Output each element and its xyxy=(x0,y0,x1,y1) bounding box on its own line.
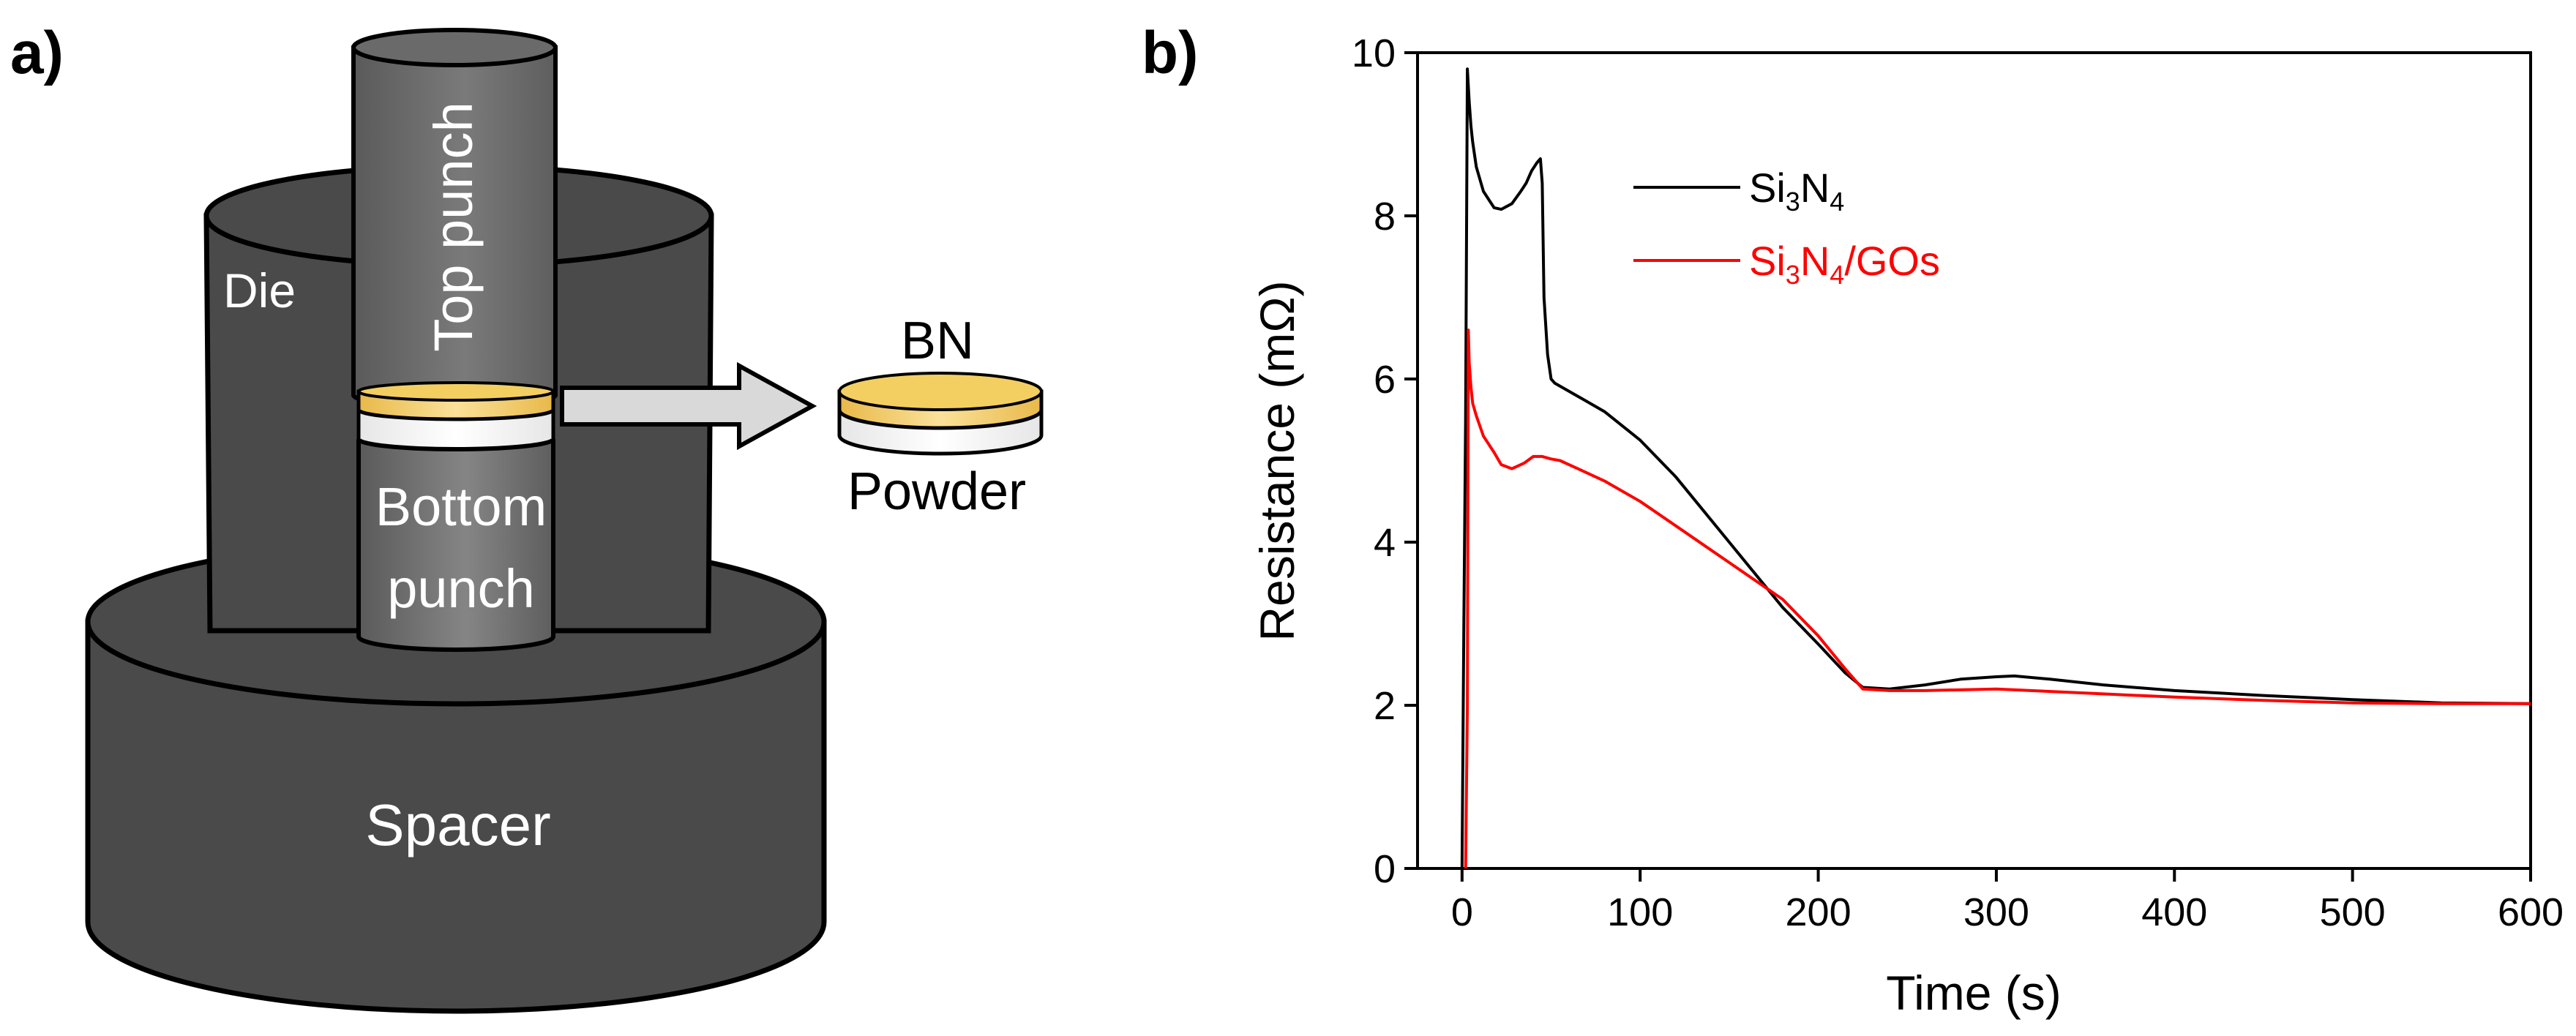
top-punch-label: Top punch xyxy=(423,102,484,352)
series-line-si3n4-gos xyxy=(1464,329,2531,868)
die-label: Die xyxy=(223,263,296,318)
x-tick-label: 500 xyxy=(2320,890,2386,934)
bn-label: BN xyxy=(901,312,974,370)
powder-label: Powder xyxy=(847,462,1026,521)
legend-si3n4-mid: N xyxy=(1800,165,1830,211)
legend-gos-sub2: 4 xyxy=(1830,260,1844,290)
x-tick-label: 400 xyxy=(2141,890,2207,934)
plot-frame xyxy=(1416,51,2532,870)
bottom-punch xyxy=(356,438,555,652)
x-tick-label: 100 xyxy=(1607,890,1673,934)
x-tick-label: 600 xyxy=(2498,890,2564,934)
panel-a: a) xyxy=(10,20,1044,1014)
legend-gos-sub1: 3 xyxy=(1786,260,1800,290)
bn-layer xyxy=(356,381,555,421)
y-tick-label: 8 xyxy=(1374,195,1396,239)
spacer-label: Spacer xyxy=(365,792,550,857)
x-tick-label: 200 xyxy=(1786,890,1852,934)
panel-b-letter: b) xyxy=(1142,20,1198,86)
x-tick-label: 0 xyxy=(1451,890,1473,934)
legend-gos-suffix: /GOs xyxy=(1844,238,1940,284)
y-axis-title: Resistance (mΩ) xyxy=(1250,280,1304,641)
legend-gos-mid: N xyxy=(1800,238,1830,284)
exploded-disc xyxy=(837,372,1044,456)
y-tick-label: 0 xyxy=(1374,847,1396,891)
x-axis-title: Time (s) xyxy=(1886,966,2062,1020)
legend: Si3N4 Si3N4/GOs xyxy=(1633,165,1940,290)
legend-label-si3n4: Si3N4 xyxy=(1749,165,1844,217)
y-tick-label: 4 xyxy=(1374,521,1396,565)
y-tick-label: 10 xyxy=(1352,31,1396,75)
y-tick-label: 6 xyxy=(1374,358,1396,402)
x-tick-label: 300 xyxy=(1963,890,2029,934)
legend-si3n4-base: Si xyxy=(1749,165,1786,211)
bottom-punch-label-line1: Bottom xyxy=(375,476,547,537)
legend-gos-base: Si xyxy=(1749,238,1786,284)
bottom-punch-label-line2: punch xyxy=(387,558,535,619)
arrow-icon xyxy=(560,361,817,451)
x-axis: 0 100 200 300 400 500 600 xyxy=(1451,868,2564,934)
panel-a-letter: a) xyxy=(10,20,64,86)
y-axis: 0 2 4 6 8 10 xyxy=(1352,31,1418,891)
series-line-si3n4 xyxy=(1460,67,2531,868)
legend-label-si3n4-gos: Si3N4/GOs xyxy=(1749,238,1940,290)
y-tick-label: 2 xyxy=(1374,684,1396,728)
legend-si3n4-sub1: 3 xyxy=(1786,187,1800,217)
legend-si3n4-sub2: 4 xyxy=(1830,187,1844,217)
